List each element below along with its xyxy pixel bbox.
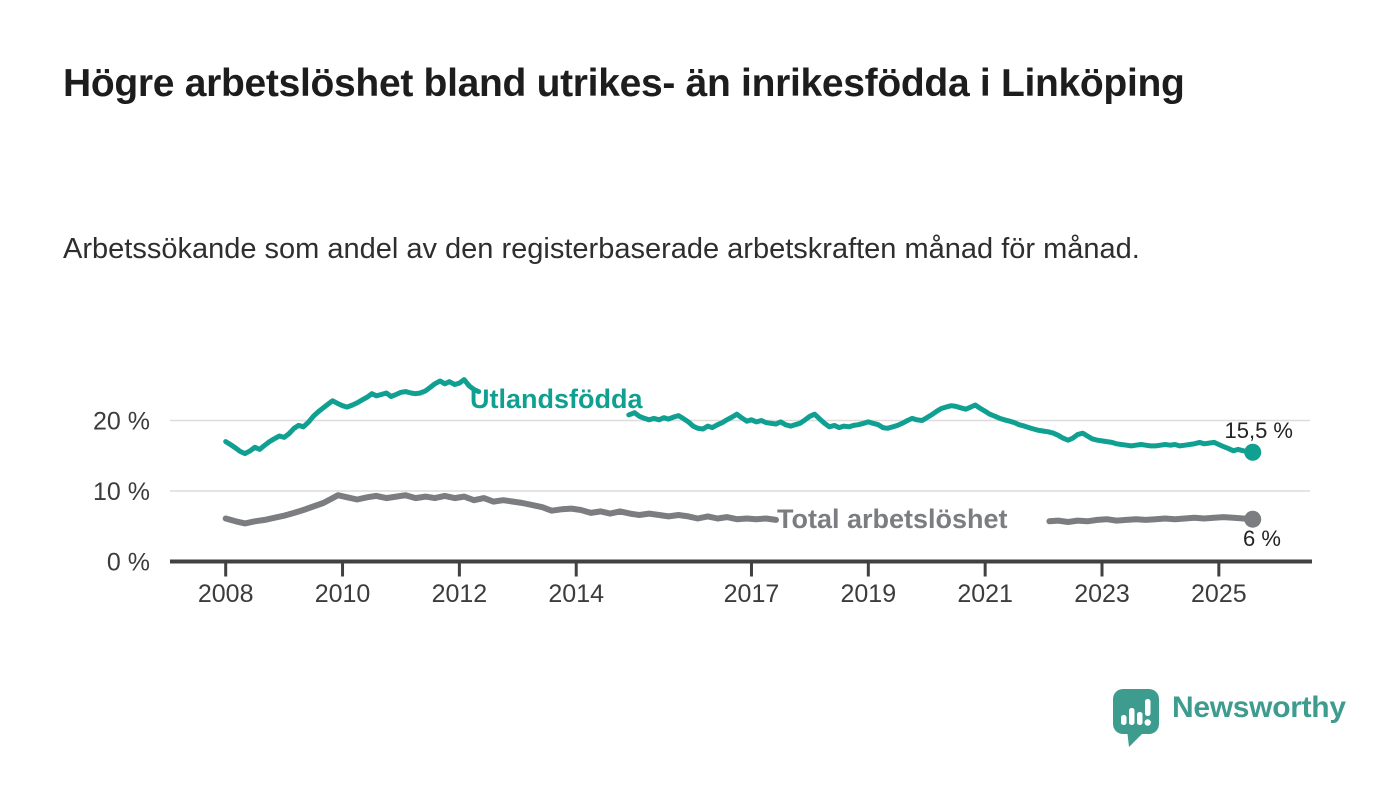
x-tick-label: 2025 [1191, 580, 1247, 608]
end-value-label-total: 6 % [1243, 526, 1281, 551]
x-tick-label: 2012 [432, 580, 488, 608]
series-end-dot [1244, 443, 1262, 461]
series-label-total-arbetsloshet: Total arbetslöshet [777, 504, 1008, 534]
newsworthy-speech-bubble-bar-chart-icon [1113, 689, 1159, 747]
newsworthy-logo: Newsworthy [1113, 689, 1346, 747]
y-tick-label: 0 % [107, 549, 150, 577]
x-tick-label: 2017 [724, 580, 780, 608]
series-end-dot [1244, 510, 1262, 528]
x-tick-label: 2008 [198, 580, 254, 608]
x-tick-label: 2010 [315, 580, 371, 608]
chart-title: Högre arbetslöshet bland utrikes- än inr… [63, 62, 1185, 105]
series-line [222, 492, 779, 527]
brand-name: Newsworthy [1172, 691, 1346, 724]
y-tick-label: 10 % [93, 478, 150, 506]
x-tick-label: 2021 [957, 580, 1013, 608]
y-tick-label: 20 % [93, 408, 150, 436]
series-line [223, 377, 482, 457]
series-line [1046, 514, 1256, 525]
series-line [626, 402, 1256, 455]
end-value-label-utlandsfodda: 15,5 % [1224, 418, 1294, 443]
series-label-utlandsfodda: Utlandsfödda [470, 384, 643, 414]
x-tick-label: 2023 [1074, 580, 1130, 608]
x-tick-label: 2019 [841, 580, 897, 608]
x-tick-label: 2014 [548, 580, 604, 608]
chart-subtitle: Arbetssökande som andel av den registerb… [63, 233, 1140, 265]
